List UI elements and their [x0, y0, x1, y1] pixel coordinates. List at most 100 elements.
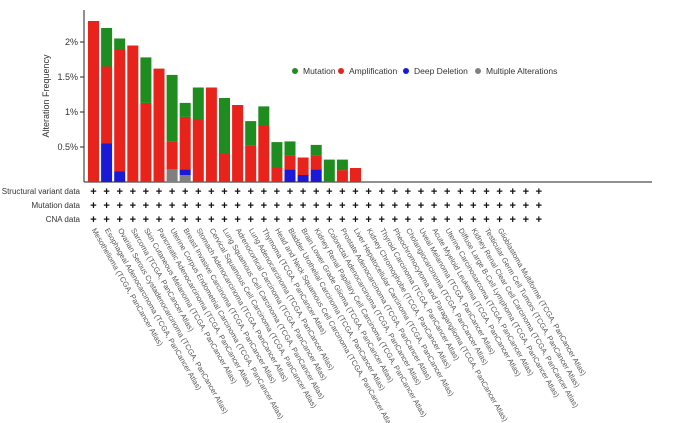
bar-segment-mutation: [166, 74, 178, 142]
profile-marker: +: [287, 200, 293, 212]
profile-marker: +: [103, 186, 109, 198]
profile-marker: +: [300, 186, 306, 198]
profile-marker: +: [234, 186, 240, 198]
profile-marker: +: [234, 200, 240, 212]
profile-marker: +: [536, 200, 542, 212]
profile-marker: +: [392, 214, 398, 226]
profile-marker: +: [182, 214, 188, 226]
profile-marker: +: [392, 186, 398, 198]
profile-marker: +: [156, 200, 162, 212]
profile-marker: +: [365, 214, 371, 226]
profile-marker: +: [444, 200, 450, 212]
profile-marker: +: [470, 200, 476, 212]
axes: 0.5% 1% 1.5% 2%: [57, 10, 652, 183]
profile-marker: +: [156, 214, 162, 226]
profile-marker: +: [365, 200, 371, 212]
profile-marker: +: [339, 214, 345, 226]
legend-marker: [292, 68, 298, 74]
profile-marker: +: [313, 214, 319, 226]
profile-marker: +: [130, 186, 136, 198]
profile-marker: +: [247, 214, 253, 226]
profile-marker: +: [431, 200, 437, 212]
profile-marker: +: [339, 200, 345, 212]
bar-segment-amplification: [271, 168, 283, 182]
profile-marker: +: [195, 186, 201, 198]
bar-segment-deep-deletion: [101, 143, 113, 182]
bar-segment-mutation: [336, 159, 348, 171]
profile-marker: +: [103, 200, 109, 212]
profile-marker: +: [326, 186, 332, 198]
profile-marker: +: [496, 214, 502, 226]
profile-marker: +: [483, 186, 489, 198]
profile-marker: +: [431, 186, 437, 198]
bar-segment-amplification: [153, 68, 165, 182]
bar-segment-amplification: [258, 126, 270, 182]
profile-marker: +: [496, 200, 502, 212]
bar-segment-mutation: [192, 87, 204, 119]
bar-segment-amplification: [101, 66, 113, 144]
profile-marker: +: [509, 214, 515, 226]
profile-marker: +: [509, 186, 515, 198]
bar-segment-mutation: [323, 159, 335, 182]
profile-marker: +: [90, 200, 96, 212]
profile-rows: Structural variant data + + + + + + + + + + + + + + + + +…: [2, 186, 542, 226]
bar-segment-amplification: [166, 141, 178, 170]
bar-segment-mutation: [219, 98, 230, 154]
profile-marker: +: [365, 186, 371, 198]
profile-marker: +: [418, 214, 424, 226]
profile-marker: +: [116, 200, 122, 212]
profile-marker: +: [431, 214, 437, 226]
profile-marker: +: [261, 200, 267, 212]
y-tick-label: 1%: [65, 107, 78, 117]
profile-marker: +: [221, 186, 227, 198]
bar-segment-multiple-alterations: [166, 169, 178, 182]
bar-segment-amplification: [179, 116, 191, 170]
profile-marker: +: [143, 186, 149, 198]
bar-segment-mutation: [271, 142, 283, 168]
bar-segment-amplification: [245, 145, 257, 182]
profile-row-label: Structural variant data: [2, 187, 81, 196]
profile-marker: +: [195, 214, 201, 226]
profile-marker: +: [130, 214, 136, 226]
profile-marker: +: [208, 214, 214, 226]
profile-marker: +: [300, 200, 306, 212]
profile-marker: +: [352, 186, 358, 198]
profile-marker: +: [221, 200, 227, 212]
profile-marker: +: [457, 200, 463, 212]
profile-marker: +: [405, 214, 411, 226]
bar-segment-mutation: [245, 121, 257, 146]
profile-marker: +: [234, 214, 240, 226]
bar-segment-deep-deletion: [310, 169, 322, 182]
bar-segment-amplification: [219, 154, 230, 182]
profile-marker: +: [103, 214, 109, 226]
profile-marker: +: [326, 214, 332, 226]
profile-marker: +: [182, 186, 188, 198]
profile-marker: +: [496, 186, 502, 198]
legend: Mutation Amplification Deep Deletion Multip…: [292, 66, 557, 76]
bar-segment-mutation: [310, 144, 322, 156]
profile-marker: +: [352, 214, 358, 226]
profile-marker: +: [143, 214, 149, 226]
y-tick-label: 2%: [65, 37, 78, 47]
profile-marker: +: [287, 214, 293, 226]
bar-segment-amplification: [88, 21, 99, 182]
y-axis-label: Alteration Frequency: [41, 54, 51, 138]
profile-row-label: Mutation data: [32, 201, 81, 210]
profile-marker: +: [274, 214, 280, 226]
bar-segment-amplification: [140, 102, 152, 182]
bar-segment-amplification: [284, 155, 296, 170]
profile-marker: +: [208, 186, 214, 198]
profile-marker: +: [339, 186, 345, 198]
profile-marker: +: [130, 200, 136, 212]
profile-marker: +: [470, 214, 476, 226]
profile-marker: +: [169, 214, 175, 226]
profile-marker: +: [90, 214, 96, 226]
profile-marker: +: [182, 200, 188, 212]
profile-marker: +: [169, 200, 175, 212]
profile-marker: +: [221, 214, 227, 226]
profile-marker: +: [208, 200, 214, 212]
profile-marker: +: [444, 186, 450, 198]
bar-segment-amplification: [297, 157, 309, 175]
legend-marker: [338, 68, 344, 74]
